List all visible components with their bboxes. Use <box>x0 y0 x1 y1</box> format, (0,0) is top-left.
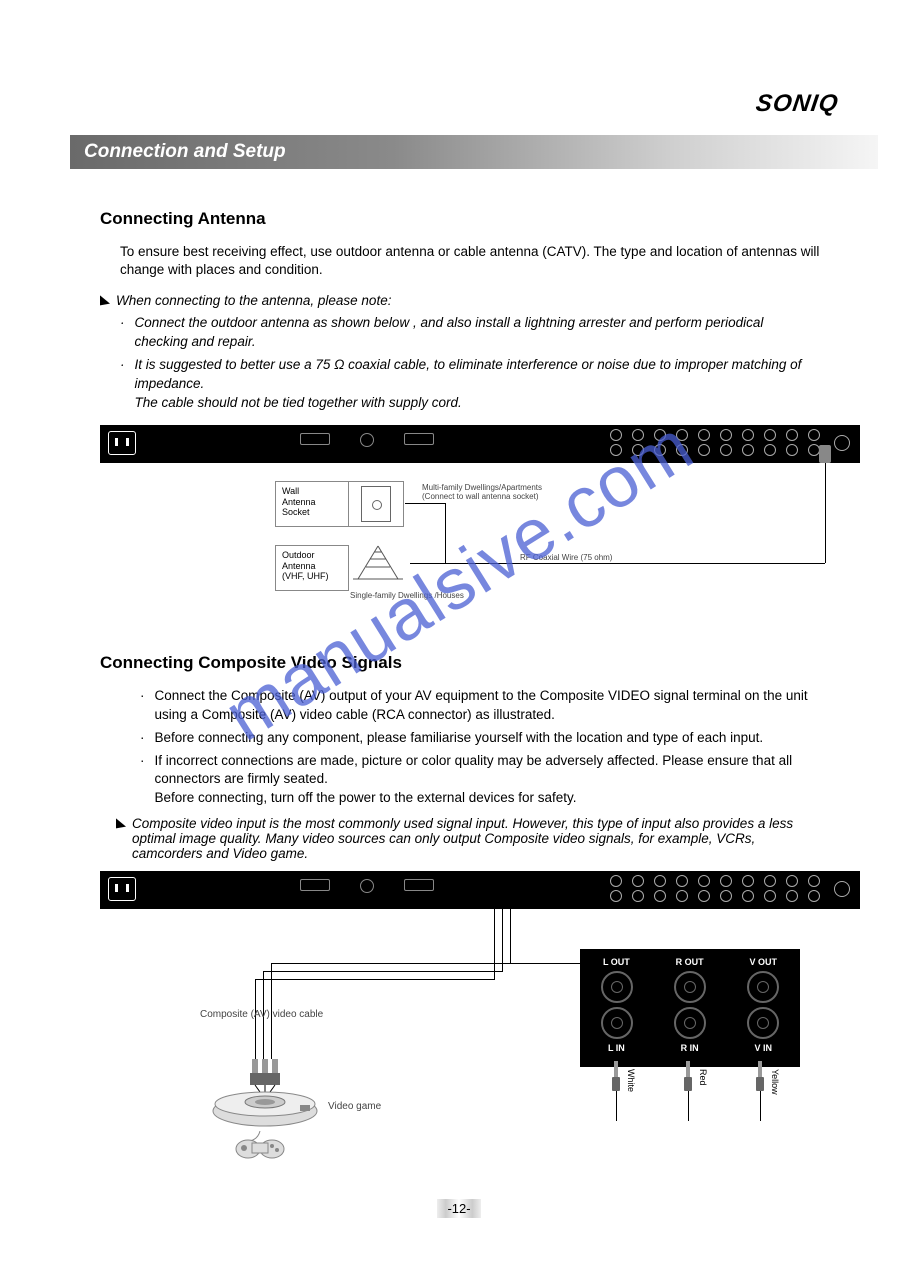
rca-jack-icon <box>747 971 779 1003</box>
outdoor-note: Single-family Dwellings /Houses <box>350 591 464 600</box>
rca-plug-icon <box>756 1061 764 1091</box>
bullet-item: · If incorrect connections are made, pic… <box>140 752 808 809</box>
wire <box>760 1091 761 1121</box>
wall-socket-icon <box>348 481 404 527</box>
bullet-text: Connect the outdoor antenna as shown bel… <box>135 314 809 352</box>
rca-jacks-icon <box>610 875 820 902</box>
arrow-icon <box>100 296 110 309</box>
rca-plug-icon <box>684 1061 692 1091</box>
plug-color-label: Yellow <box>770 1069 780 1095</box>
rca-jack-icon <box>747 1007 779 1039</box>
jack-label: R IN <box>681 1043 699 1053</box>
jack-label: V IN <box>755 1043 773 1053</box>
device-label: Video game <box>328 1101 381 1112</box>
power-socket-icon <box>108 431 136 455</box>
rca-plug-icon <box>612 1061 620 1091</box>
bullet-dot: · <box>140 729 145 748</box>
composite-heading: Connecting Composite Video Signals <box>100 653 828 673</box>
wire <box>405 503 445 504</box>
antenna-intro: To ensure best receiving effect, use out… <box>120 243 828 279</box>
bullet-item: · Before connecting any component, pleas… <box>140 729 808 748</box>
outdoor-antenna-label: Outdoor Antenna (VHF, UHF) <box>275 545 349 591</box>
hdmi-port-icon <box>300 879 330 891</box>
rf-port-icon <box>834 435 850 451</box>
bullet-text: Connect the Composite (AV) output of you… <box>155 687 809 725</box>
antenna-section: Connecting Antenna To ensure best receiv… <box>100 209 828 413</box>
jack-label: L IN <box>608 1043 625 1053</box>
wire <box>255 979 495 980</box>
composite-diagram-wrap: Composite (AV) video cable <box>100 871 860 1169</box>
wire <box>580 949 581 963</box>
antenna-note-text: When connecting to the antenna, please n… <box>116 293 391 308</box>
rca-jack-icon <box>601 1007 633 1039</box>
section-header: Connection and Setup <box>70 135 878 169</box>
composite-note: Composite video input is the most common… <box>116 816 828 861</box>
page-number-wrap: -12- <box>70 1199 848 1218</box>
bullet-item: · Connect the Composite (AV) output of y… <box>140 687 808 725</box>
bullet-dot: · <box>140 752 145 809</box>
jack-label: V OUT <box>750 957 778 967</box>
audio-port-icon <box>360 433 374 447</box>
rca-jacks-icon <box>610 429 820 456</box>
hdmi-port-icon <box>300 433 330 445</box>
rf-port-icon <box>834 881 850 897</box>
cable-label: Composite (AV) video cable <box>200 1009 323 1020</box>
composite-note-text: Composite video input is the most common… <box>132 816 828 861</box>
antenna-wiring-diagram: Wall Antenna Socket Multi-family Dwellin… <box>100 463 860 643</box>
rca-jack-icon <box>674 971 706 1003</box>
rf-plug-icon <box>819 445 831 463</box>
wire <box>410 563 825 564</box>
wall-antenna-label: Wall Antenna Socket <box>275 481 349 527</box>
composite-section: Connecting Composite Video Signals · Con… <box>100 653 828 861</box>
wire <box>502 909 503 971</box>
antenna-heading: Connecting Antenna <box>100 209 828 229</box>
outdoor-antenna-icon <box>348 541 408 586</box>
bullet-dot: · <box>140 687 145 725</box>
wire <box>511 963 580 964</box>
wire <box>688 1091 689 1121</box>
wire <box>263 971 503 972</box>
tv-rear-panel <box>100 871 860 909</box>
manual-page: SONIQ Connection and Setup manualsive.co… <box>0 0 918 1278</box>
composite-wiring-diagram: Composite (AV) video cable <box>100 909 860 1169</box>
rca-jack-icon <box>674 1007 706 1039</box>
vga-port-icon <box>404 879 434 891</box>
antenna-bullets: · Connect the outdoor antenna as shown b… <box>120 314 808 412</box>
game-console-icon <box>210 1089 320 1124</box>
wire <box>825 459 826 563</box>
wall-note: Multi-family Dwellings/Apartments (Conne… <box>422 483 542 501</box>
wire <box>616 1091 617 1121</box>
vga-port-icon <box>404 433 434 445</box>
wire <box>271 963 511 964</box>
audio-port-icon <box>360 879 374 893</box>
power-socket-icon <box>108 877 136 901</box>
bullet-text: If incorrect connections are made, pictu… <box>155 752 809 809</box>
panel-ports <box>300 433 434 447</box>
page-number: -12- <box>437 1199 480 1218</box>
bullet-text: It is suggested to better use a 75 Ω coa… <box>135 356 809 413</box>
jack-label: L OUT <box>603 957 630 967</box>
bullet-item: · It is suggested to better use a 75 Ω c… <box>120 356 808 413</box>
arrow-icon <box>116 819 126 832</box>
antenna-note-lead: When connecting to the antenna, please n… <box>100 293 828 308</box>
antenna-diagram-wrap: Wall Antenna Socket Multi-family Dwellin… <box>100 425 860 643</box>
brand-logo: SONIQ <box>754 90 840 118</box>
game-controller-icon <box>230 1131 290 1161</box>
composite-bullets: · Connect the Composite (AV) output of y… <box>140 687 808 808</box>
wire <box>445 503 446 563</box>
tv-rear-panel <box>100 425 860 463</box>
wire <box>494 909 495 979</box>
bullet-dot: · <box>120 356 125 413</box>
bullet-item: · Connect the outdoor antenna as shown b… <box>120 314 808 352</box>
bullet-text: Before connecting any component, please … <box>155 729 764 748</box>
rca-jack-icon <box>601 971 633 1003</box>
av-output-box: L OUT R OUT V OUT L IN R IN V <box>580 949 800 1067</box>
plug-color-label: White <box>626 1069 636 1092</box>
panel-ports <box>300 879 434 893</box>
wire <box>510 909 511 963</box>
bullet-dot: · <box>120 314 125 352</box>
wire-label: RF Coaxial Wire (75 ohm) <box>520 553 612 562</box>
plug-color-label: Red <box>698 1069 708 1086</box>
jack-label: R OUT <box>676 957 704 967</box>
